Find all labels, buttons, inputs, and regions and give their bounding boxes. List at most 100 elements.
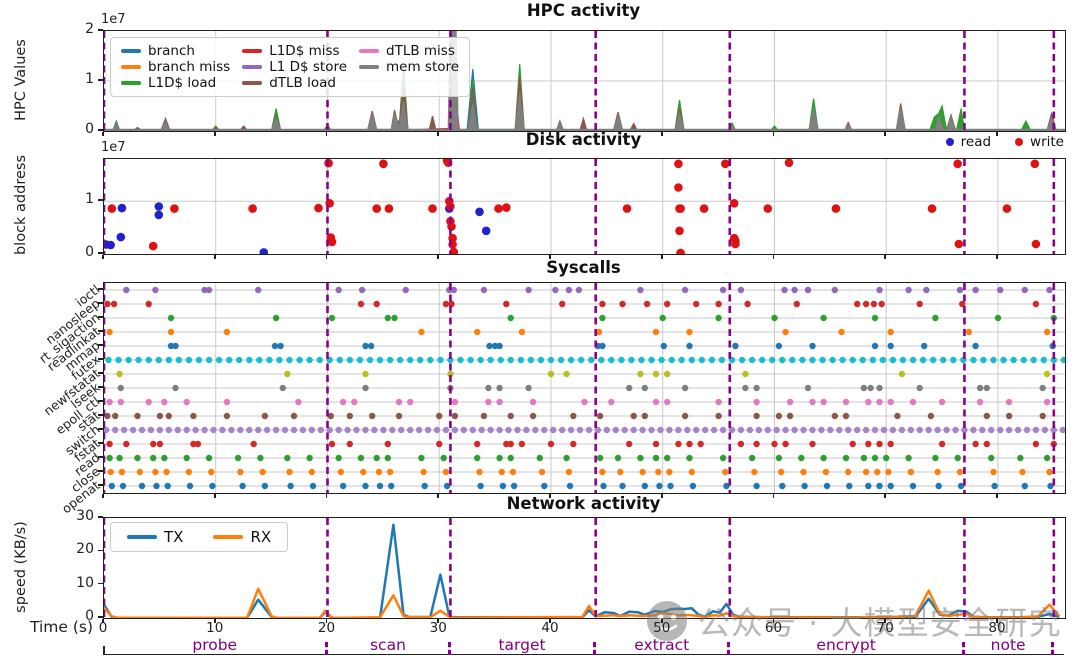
write-point xyxy=(327,237,337,247)
futex-event xyxy=(748,356,756,364)
x-tickmark xyxy=(213,254,216,259)
fstat-event xyxy=(436,440,443,448)
openat-event xyxy=(510,482,518,490)
close-event xyxy=(822,468,830,476)
phase-label-encrypt: encrypt xyxy=(816,636,876,654)
stat-event xyxy=(927,412,935,420)
mmap-event xyxy=(167,342,175,350)
newfstatat-event xyxy=(362,370,369,378)
switch-event xyxy=(1023,426,1031,434)
y-tickmark xyxy=(98,516,103,518)
ioctl-event xyxy=(402,286,409,294)
legend-item-L1 D$ store: L1 D$ store xyxy=(242,59,347,75)
futex-event xyxy=(376,356,384,364)
mmap-event xyxy=(775,342,783,350)
readlinkat-event xyxy=(223,328,231,336)
x-tickmark xyxy=(996,131,998,136)
y-tickmark xyxy=(98,302,103,304)
y-tickmark xyxy=(98,330,103,332)
close-event xyxy=(845,468,852,476)
stat-event xyxy=(223,412,231,420)
openat-event xyxy=(108,482,115,490)
newfstatat-event xyxy=(547,370,555,378)
stat-event xyxy=(529,412,537,420)
futex-event xyxy=(738,356,746,364)
legend-label: read xyxy=(960,134,992,150)
switch-event xyxy=(263,426,271,434)
close-event xyxy=(118,468,126,476)
read-event xyxy=(306,454,313,462)
futex-event xyxy=(266,356,273,364)
stat-event xyxy=(112,412,119,420)
switch-event xyxy=(1005,426,1013,434)
legend-swatch xyxy=(359,49,380,53)
disk-offset-text: 1e7 xyxy=(101,140,126,155)
switch-event xyxy=(746,426,754,434)
stat-event xyxy=(786,412,794,420)
epoll_ctl-event xyxy=(485,398,492,406)
nanosleep-event xyxy=(862,300,870,308)
epoll_ctl-event xyxy=(786,398,794,406)
switch-event xyxy=(657,426,664,434)
hpc-legend: branch branch miss L1D$ load L1D$ miss L1 D$… xyxy=(110,37,471,97)
x-tickmark xyxy=(996,493,998,498)
legend-label: mem store xyxy=(386,59,460,75)
fstat-event xyxy=(328,440,336,448)
legend-label: L1D$ miss xyxy=(269,43,340,59)
x-tickmark xyxy=(996,618,998,623)
rt_sigaction-event xyxy=(932,314,939,322)
lseek-event xyxy=(860,384,868,392)
epoll_ctl-event xyxy=(339,398,347,406)
fstat-event xyxy=(123,440,130,448)
read-event xyxy=(234,454,242,462)
stat-event xyxy=(395,412,403,420)
switch-event xyxy=(782,426,789,434)
fstat-event xyxy=(983,440,990,448)
futex-event xyxy=(205,356,213,364)
read-point xyxy=(475,207,484,217)
legend-swatch xyxy=(359,65,380,69)
read-event xyxy=(614,454,622,462)
x-tickmark xyxy=(549,493,551,498)
x-tickmark xyxy=(325,618,328,623)
y-tickmark xyxy=(98,470,103,472)
watermark-text: 公众号 · 大模型安全研究 xyxy=(698,604,1062,642)
y-tickmark xyxy=(98,288,103,290)
switch-event xyxy=(308,426,315,434)
legend-label: branch miss xyxy=(148,59,231,75)
openat-event xyxy=(801,482,808,490)
futex-event xyxy=(246,356,253,364)
futex-event xyxy=(1000,356,1007,364)
rt_sigaction-event xyxy=(820,314,827,322)
futex-event xyxy=(618,356,625,364)
rt_sigaction-event xyxy=(994,314,1002,322)
series-mem store xyxy=(104,31,1065,131)
read-point xyxy=(117,203,127,213)
phase-bracket-line xyxy=(103,654,1064,655)
close-event xyxy=(163,468,170,476)
ioctl-event xyxy=(201,286,208,294)
stat-event xyxy=(480,412,488,420)
x-tickmark xyxy=(437,493,440,498)
ioctl-event xyxy=(152,286,159,294)
futex-event xyxy=(869,356,876,364)
y-tick-label: 1 xyxy=(85,71,94,87)
read-event xyxy=(474,454,481,462)
futex-event xyxy=(819,356,826,364)
openat-event xyxy=(779,482,786,490)
legend-label: L1 D$ store xyxy=(269,59,348,75)
close-event xyxy=(259,468,266,476)
nanosleep-event xyxy=(1032,300,1040,308)
switch-event xyxy=(970,426,977,434)
switch-event xyxy=(299,426,307,434)
close-event xyxy=(907,468,914,476)
openat-event xyxy=(499,482,507,490)
x-tickmark xyxy=(102,131,104,136)
x-tick-label: 60 xyxy=(764,620,783,636)
switch-event xyxy=(809,426,816,434)
y-tick-label: 1 xyxy=(85,191,94,208)
fstat-event xyxy=(887,440,894,448)
switch-event xyxy=(603,426,610,434)
nanosleep-event xyxy=(744,300,751,308)
stat-event xyxy=(261,412,269,420)
